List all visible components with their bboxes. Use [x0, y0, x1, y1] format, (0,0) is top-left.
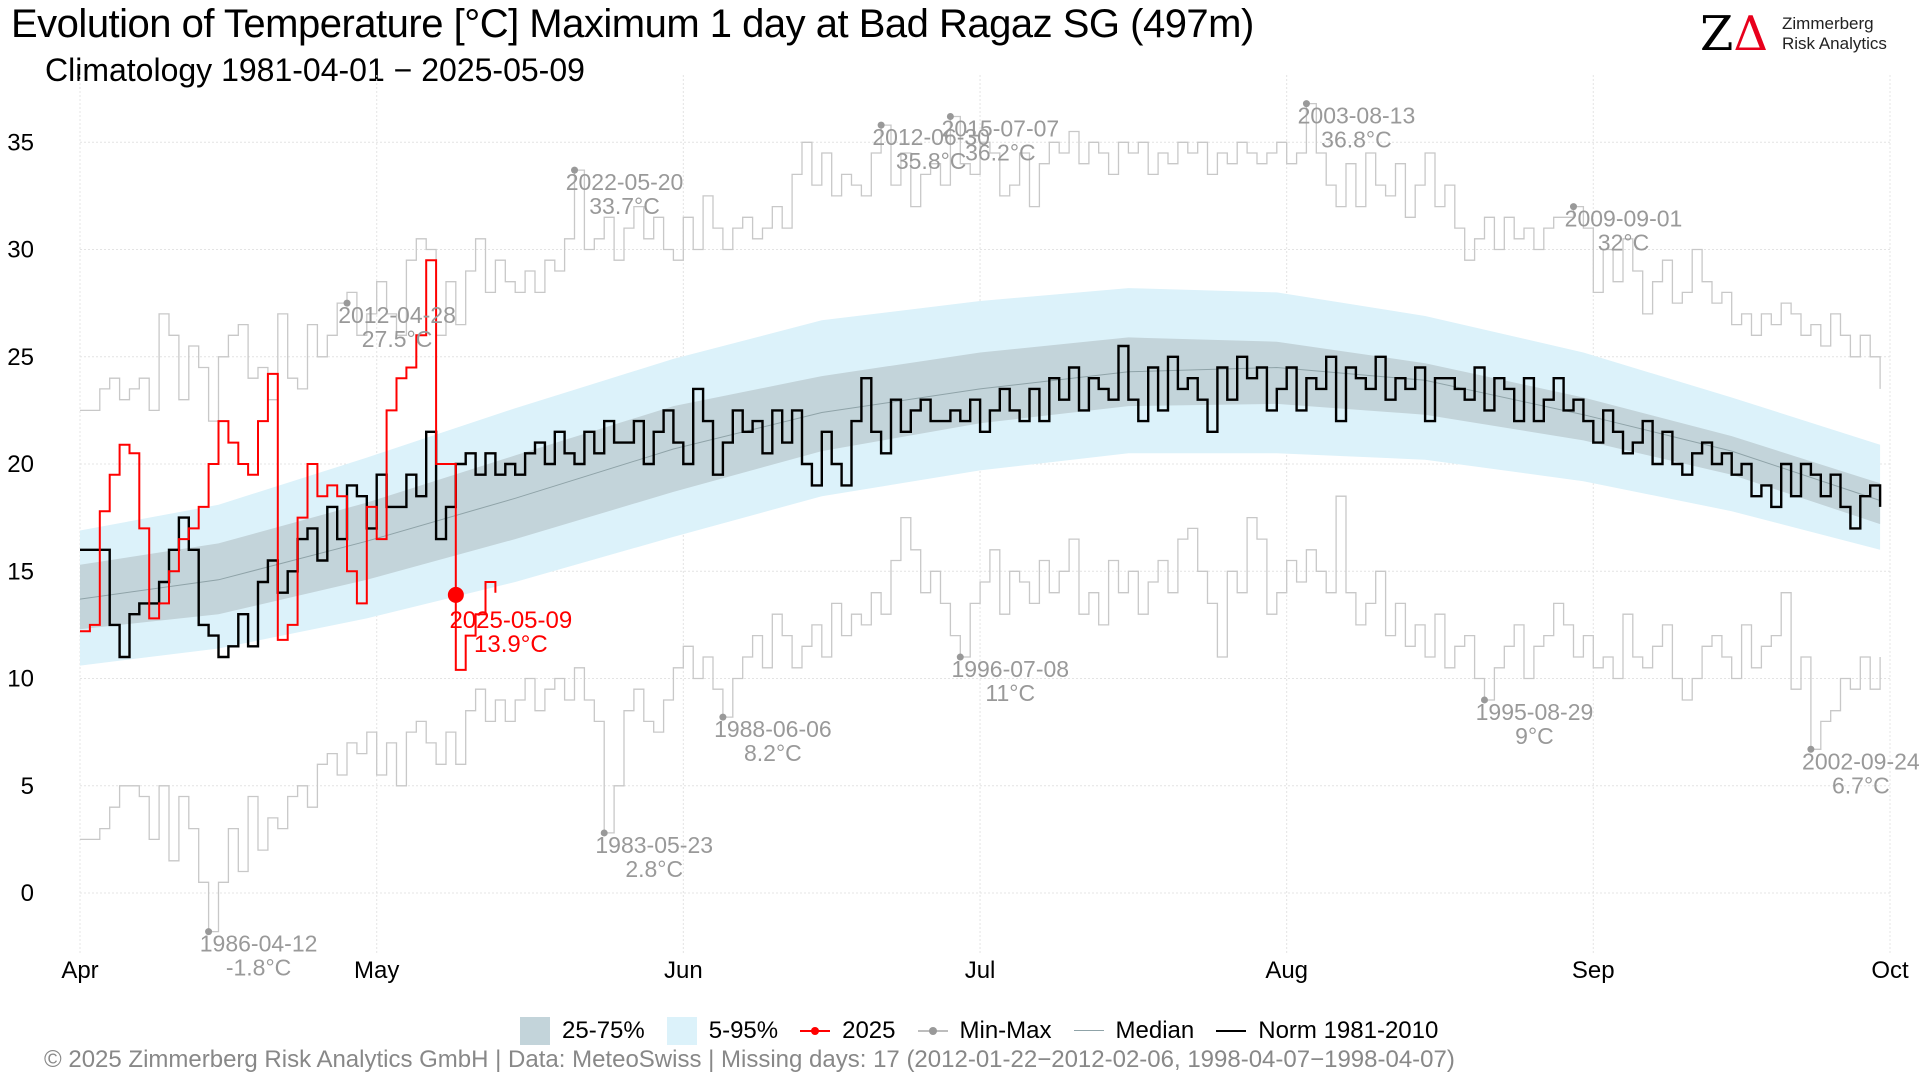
extreme-point [600, 829, 608, 837]
legend-item-5-95: 5-95% [666, 1017, 779, 1045]
footer-credits: © 2025 Zimmerberg Risk Analytics GmbH | … [44, 1046, 1455, 1073]
y-tick-label: 0 [21, 880, 34, 907]
extreme-date-label: 1986-04-12 [200, 931, 318, 957]
legend-key-minmax [917, 1017, 948, 1045]
legend-label-iqr: 25-75% [562, 1017, 645, 1044]
norm-line [80, 344, 1882, 659]
legend-item-minmax: Min-Max [917, 1017, 1052, 1045]
current-point [447, 586, 464, 603]
extreme-value-label: 36.8°C [1321, 127, 1392, 153]
extreme-date-label: 2015-07-07 [942, 116, 1060, 142]
extreme-date-label: 2003-08-13 [1298, 103, 1416, 129]
extreme-value-label: 6.7°C [1832, 772, 1890, 798]
y-tick-label: 25 [7, 344, 34, 371]
extreme-point [946, 113, 954, 121]
extreme-value-label: 2.8°C [625, 856, 683, 882]
y-tick-label: 35 [7, 129, 34, 156]
current-date-label: 2025-05-09 [449, 607, 572, 634]
x-tick-label: Aug [1265, 957, 1308, 984]
extreme-point [1569, 203, 1577, 211]
extreme-value-label: 33.7°C [589, 193, 660, 219]
extreme-value-label: -1.8°C [226, 955, 291, 981]
chart-title: Evolution of Temperature [°C] Maximum 1 … [11, 2, 1254, 46]
extreme-point [205, 928, 213, 936]
legend-swatch-5-95 [666, 1017, 697, 1045]
min-line [80, 495, 1881, 933]
extreme-date-label: 1996-07-08 [951, 656, 1069, 682]
legend-item-iqr: 25-75% [520, 1017, 645, 1045]
x-tick-label: Oct [1871, 957, 1909, 984]
logo-text: Zimmerberg Risk Analytics [1782, 14, 1887, 54]
legend-label-median: Median [1115, 1017, 1195, 1044]
extreme-date-label: 1988-06-06 [714, 716, 832, 742]
x-tick-label: Jul [965, 957, 996, 984]
y-tick-label: 10 [7, 666, 34, 693]
extreme-date-label: 1983-05-23 [595, 832, 713, 858]
max-line [80, 102, 1881, 422]
y-tick-label: 20 [7, 451, 34, 478]
extreme-value-label: 35.8°C [896, 148, 967, 174]
legend-label-2025: 2025 [842, 1017, 896, 1044]
extreme-value-label: 9°C [1515, 723, 1554, 749]
year-2025-line [80, 259, 497, 671]
legend-label-minmax: Min-Max [959, 1017, 1052, 1044]
y-tick-label: 30 [7, 237, 34, 264]
series [80, 102, 1882, 933]
x-tick-label: May [354, 957, 399, 984]
legend-swatch-iqr [520, 1017, 550, 1045]
extreme-date-label: 2002-09-24 [1802, 748, 1920, 774]
legend-label-norm: Norm 1981-2010 [1258, 1017, 1439, 1044]
extreme-point [956, 653, 964, 661]
x-tick-label: Apr [61, 957, 98, 984]
x-tick-label: Jun [664, 957, 703, 984]
extreme-value-label: 32°C [1598, 230, 1649, 256]
logo-mark: ZΔ [1700, 8, 1768, 60]
extreme-point [1807, 745, 1815, 753]
extreme-point [1480, 696, 1488, 704]
extreme-date-label: 2022-05-20 [566, 169, 684, 195]
extreme-point [1302, 100, 1310, 108]
legend-key-median [1073, 1017, 1104, 1045]
logo-line-2: Risk Analytics [1782, 34, 1887, 53]
legend-item-median: Median [1073, 1017, 1195, 1045]
extreme-date-label: 2009-09-01 [1565, 206, 1683, 232]
extreme-value-label: 8.2°C [744, 740, 802, 766]
extreme-value-label: 36.2°C [965, 140, 1036, 166]
extreme-date-label: 2012-06-30 [872, 124, 990, 150]
extreme-point [877, 121, 885, 129]
company-logo: ZΔ Zimmerberg Risk Analytics [1700, 8, 1910, 60]
logo-mark-delta: Δ [1733, 6, 1769, 62]
legend-item-2025: 2025 [800, 1017, 896, 1045]
logo-line-1: Zimmerberg [1782, 14, 1874, 33]
band-25-75 [80, 337, 1881, 630]
extreme-date-label: 1995-08-29 [1476, 699, 1594, 725]
y-tick-label: 5 [21, 773, 34, 800]
y-tick-label: 15 [7, 558, 34, 585]
extreme-date-label: 2012-04-28 [338, 302, 456, 328]
current-value-label: 13.9°C [474, 631, 548, 658]
x-tick-label: Sep [1572, 957, 1615, 984]
extreme-point [719, 713, 727, 721]
legend-label-5-95: 5-95% [708, 1017, 779, 1044]
extreme-point [571, 166, 579, 174]
extreme-value-label: 27.5°C [362, 326, 433, 352]
legend-key-norm [1216, 1017, 1247, 1045]
legend-key-2025 [800, 1017, 831, 1045]
axes: 0 5 10 15 20 25 30 35 Apr May Jun Jul Aug Sep Oct [7, 129, 1909, 984]
extreme-value-label: 11°C [985, 680, 1035, 706]
legend: 25-75% 5-95% 2025 Min-Max Median Norm 19… [520, 1016, 1460, 1046]
extreme-point [343, 299, 351, 307]
legend-item-norm: Norm 1981-2010 [1216, 1017, 1438, 1045]
chart-subtitle: Climatology 1981-04-01 − 2025-05-09 [45, 52, 585, 88]
logo-mark-z: Z [1700, 6, 1734, 62]
